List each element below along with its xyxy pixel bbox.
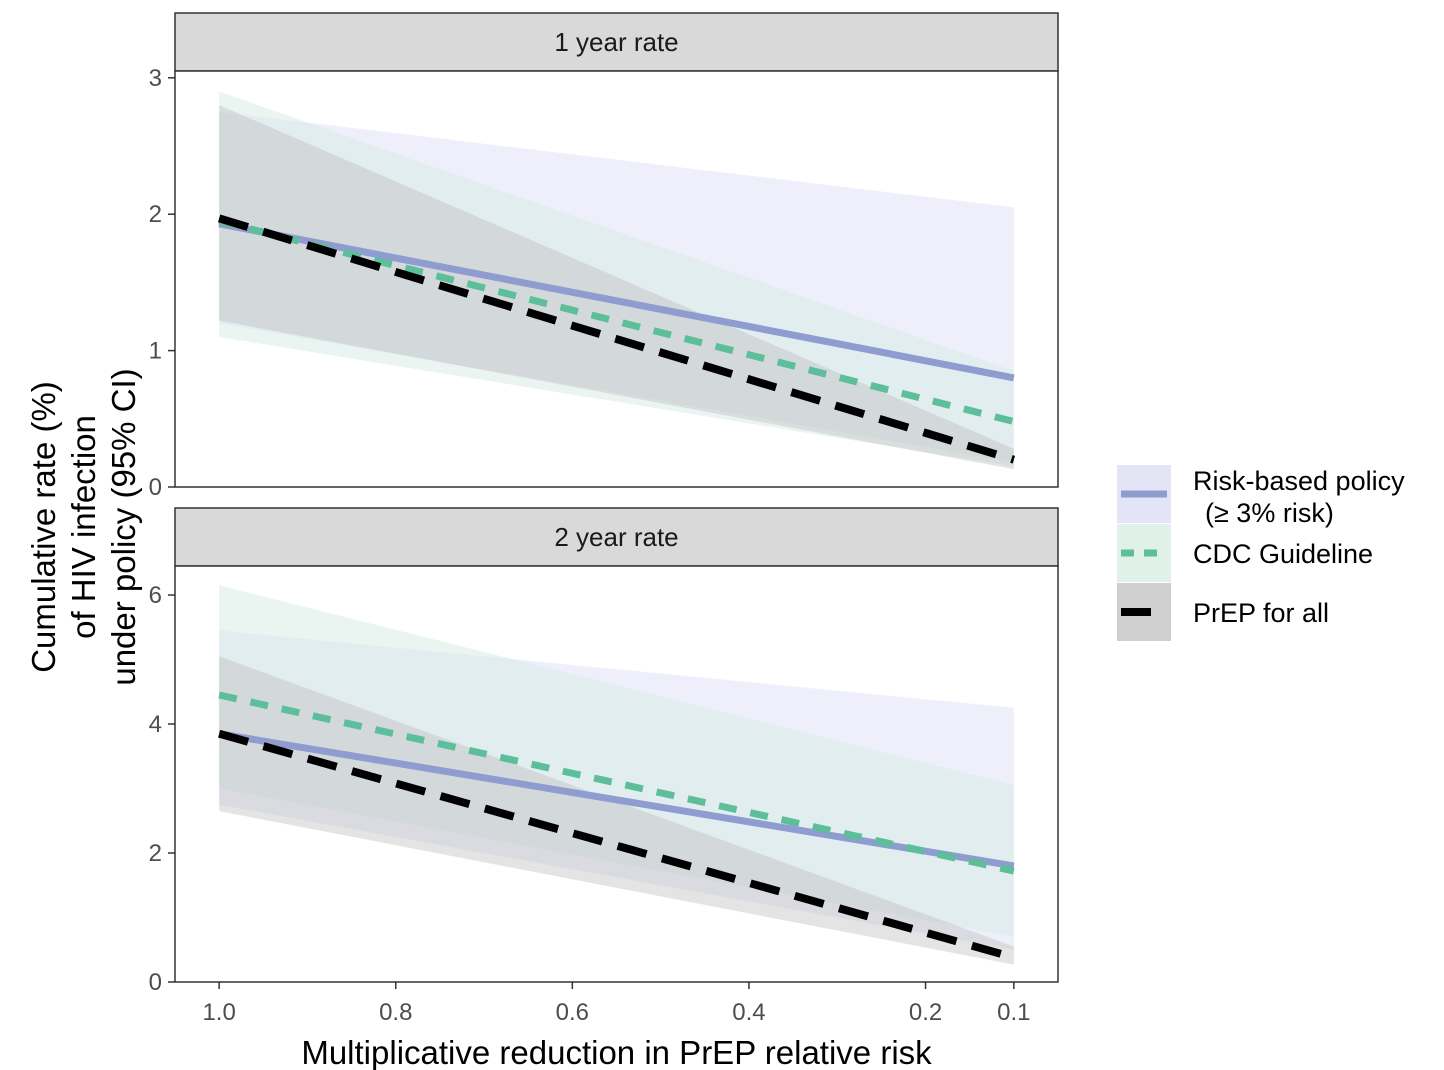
ci-band-cdc <box>219 585 1014 937</box>
x-tick-label: 1.0 <box>202 999 235 1026</box>
y-tick-label: 2 <box>149 201 162 228</box>
legend-label: Risk-based policy <box>1193 466 1405 496</box>
y-tick-label: 6 <box>149 582 162 609</box>
legend: Risk-based policy(≥ 3% risk) CDC Guidelin… <box>1117 465 1405 641</box>
x-tick-label: 0.2 <box>909 999 942 1026</box>
x-axis-title: Multiplicative reduction in PrEP relativ… <box>301 1034 932 1070</box>
series-line-cdc <box>218 217 1015 425</box>
legend-label: (≥ 3% risk) <box>1205 498 1334 528</box>
x-tick-label: 0.1 <box>997 999 1030 1026</box>
ci-band-all <box>219 105 1014 470</box>
x-tick-label: 0.6 <box>556 999 589 1026</box>
panel-border <box>174 565 1059 983</box>
panel-border <box>174 70 1059 488</box>
panel-strip-label: 2 year rate <box>554 522 678 552</box>
series-line-all <box>217 214 1016 464</box>
panel-strip <box>174 12 1059 72</box>
legend-item-cdc: CDC Guideline <box>1117 524 1373 582</box>
legend-label: CDC Guideline <box>1193 539 1373 569</box>
y-tick-label: 0 <box>149 969 162 996</box>
legend-item-risk: Risk-based policy(≥ 3% risk) <box>1117 465 1405 528</box>
y-tick-label: 4 <box>149 711 162 738</box>
y-tick-label: 0 <box>149 474 162 501</box>
panel-strip-label: 1 year rate <box>554 27 678 57</box>
x-tick-label: 0.8 <box>379 999 412 1026</box>
x-tick-label: 0.4 <box>732 999 765 1026</box>
series-line-risk <box>218 220 1015 382</box>
panel-1: 1 year rate 0 1 2 3 <box>149 12 1059 501</box>
y-axis-title-line: Cumulative rate (%) <box>25 381 62 673</box>
y-tick-label: 3 <box>149 65 162 92</box>
series-line-cdc <box>218 691 1015 875</box>
legend-item-all: PrEP for all <box>1117 583 1329 641</box>
y-axis-title-line: under policy (95% CI) <box>105 368 142 685</box>
legend-label: PrEP for all <box>1193 598 1329 628</box>
panel-2: 2 year rate 0 2 4 6 1.0 0.8 0.6 0.4 0.2 0.1 <box>149 507 1059 1026</box>
y-tick-label: 1 <box>149 338 162 365</box>
y-axis-title-line: of HIV infection <box>65 415 102 639</box>
ci-band-all <box>219 656 1014 965</box>
y-tick-label: 2 <box>149 840 162 867</box>
